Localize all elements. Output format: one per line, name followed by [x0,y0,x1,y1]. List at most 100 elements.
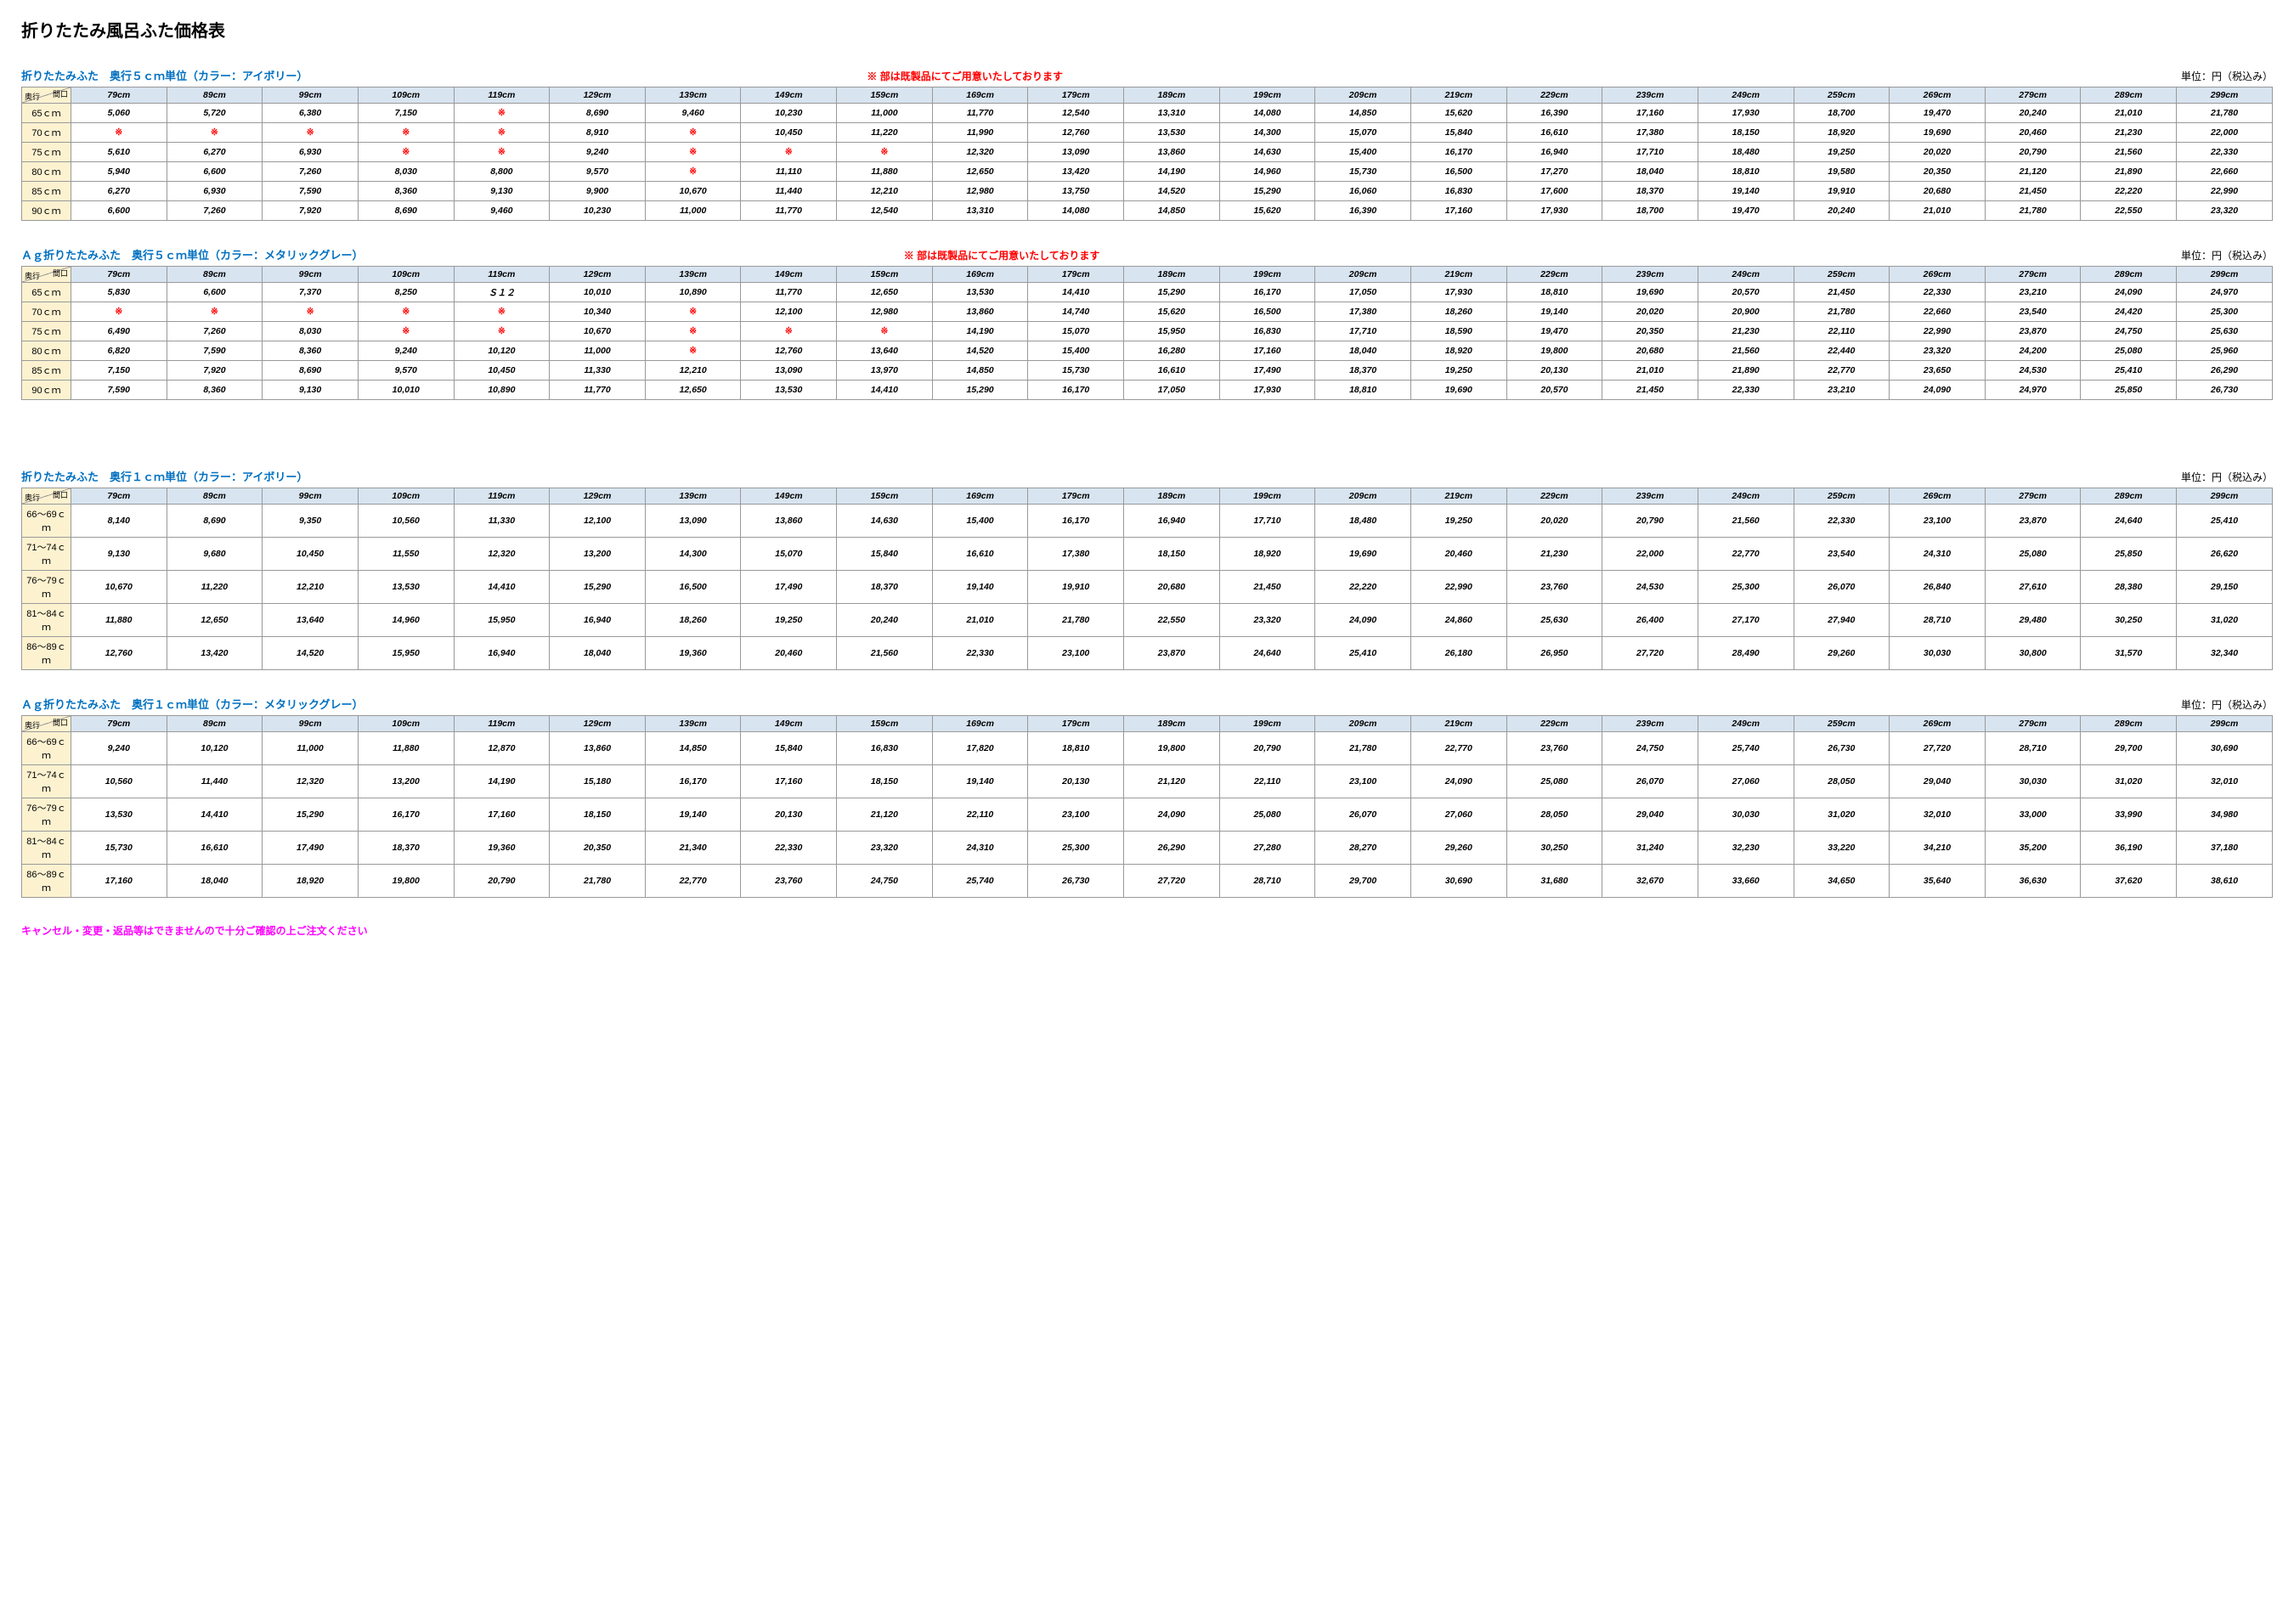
row-header: 80ｃｍ [22,341,71,361]
price-cell: 13,310 [1124,104,1220,123]
table-row: 75ｃｍ5,6106,2706,930※※9,240※※※12,32013,09… [22,143,2273,162]
price-cell: 31,680 [1506,865,1602,898]
col-header: 169cm [932,716,1028,732]
price-cell: ※ [167,302,263,322]
price-cell: 10,670 [645,182,741,201]
row-header: 70ｃｍ [22,123,71,143]
price-cell: 23,870 [1985,322,2081,341]
section-note: ※ 部は既製品にてご用意いたしております [904,248,1100,262]
price-cell: 25,850 [2081,381,2177,400]
price-cell: 7,590 [167,341,263,361]
price-cell: 20,020 [1602,302,1698,322]
price-cell: 17,490 [741,571,837,604]
price-cell: 21,890 [1698,361,1794,381]
price-cell: 16,610 [932,538,1028,571]
price-cell: 6,930 [167,182,263,201]
price-cell: 9,130 [71,538,167,571]
price-cell: 16,940 [550,604,646,637]
price-cell: ※ [645,162,741,182]
col-header: 169cm [932,488,1028,505]
col-header: 159cm [837,87,933,104]
price-cell: 11,880 [837,162,933,182]
price-cell: 20,240 [1985,104,2081,123]
price-cell: 15,620 [1124,302,1220,322]
price-cell: 21,120 [837,798,933,832]
price-cell: 11,770 [550,381,646,400]
price-cell: 32,670 [1602,865,1698,898]
price-cell: 15,290 [1124,283,1220,302]
price-cell: 12,650 [645,381,741,400]
price-cell: 20,570 [1698,283,1794,302]
col-header: 189cm [1124,87,1220,104]
price-cell: 14,960 [1219,162,1315,182]
col-header: 269cm [1890,716,1986,732]
price-cell: 22,330 [1890,283,1986,302]
price-cell: 22,440 [1794,341,1890,361]
price-cell: 15,840 [837,538,933,571]
col-header: 109cm [358,87,454,104]
price-cell: 8,360 [358,182,454,201]
price-cell: ※ [71,123,167,143]
table-row: 65ｃｍ5,0605,7206,3807,150※8,6909,46010,23… [22,104,2273,123]
price-cell: 10,670 [550,322,646,341]
price-cell: 31,240 [1602,832,1698,865]
price-cell: 12,760 [741,341,837,361]
price-cell: 22,330 [2177,143,2273,162]
price-cell: 6,820 [71,341,167,361]
price-cell: 21,230 [1506,538,1602,571]
price-cell: 25,740 [932,865,1028,898]
price-cell: 7,260 [167,201,263,221]
price-cell: 27,060 [1698,765,1794,798]
price-cell: 16,940 [1506,143,1602,162]
price-cell: 10,450 [454,361,550,381]
price-cell: 8,690 [358,201,454,221]
col-header: 109cm [358,488,454,505]
price-cell: 17,380 [1602,123,1698,143]
price-cell: 6,600 [71,201,167,221]
table-row: 66～69ｃｍ9,24010,12011,00011,88012,87013,8… [22,732,2273,765]
price-cell: 15,730 [1028,361,1124,381]
price-cell: 20,680 [1602,341,1698,361]
price-cell: 26,620 [2177,538,2273,571]
col-header: 239cm [1602,87,1698,104]
price-cell: 17,710 [1602,143,1698,162]
price-cell: 27,940 [1794,604,1890,637]
price-cell: 25,410 [1315,637,1411,670]
table-row: 76～79ｃｍ13,53014,41015,29016,17017,16018,… [22,798,2273,832]
price-cell: 18,810 [1028,732,1124,765]
price-table: 間口奥行79cm89cm99cm109cm119cm129cm139cm149c… [21,715,2273,898]
price-cell: 14,300 [645,538,741,571]
col-header: 269cm [1890,267,1986,283]
price-cell: 15,620 [1410,104,1506,123]
price-cell: 29,700 [2081,732,2177,765]
col-header: 279cm [1985,267,2081,283]
price-cell: ※ [454,104,550,123]
price-cell: 15,950 [358,637,454,670]
price-cell: 16,500 [1219,302,1315,322]
price-cell: 11,000 [550,341,646,361]
price-cell: 24,750 [1602,732,1698,765]
price-cell: 32,230 [1698,832,1794,865]
price-cell: 25,960 [2177,341,2273,361]
price-cell: 21,230 [1698,322,1794,341]
price-cell: 9,240 [358,341,454,361]
price-cell: 29,260 [1410,832,1506,865]
price-cell: 14,410 [837,381,933,400]
row-header: 76～79ｃｍ [22,798,71,832]
col-header: 189cm [1124,488,1220,505]
price-cell: 18,370 [358,832,454,865]
col-header: 179cm [1028,716,1124,732]
price-cell: 12,320 [454,538,550,571]
price-cell: 16,170 [1028,381,1124,400]
price-cell: 16,830 [837,732,933,765]
price-cell: 16,500 [645,571,741,604]
price-cell: 6,600 [167,162,263,182]
col-header: 79cm [71,267,167,283]
price-cell: 15,400 [1315,143,1411,162]
price-cell: 20,570 [1506,381,1602,400]
price-cell: 17,050 [1315,283,1411,302]
price-cell: 10,120 [167,732,263,765]
price-cell: 18,150 [550,798,646,832]
price-cell: 14,190 [454,765,550,798]
price-cell: 25,740 [1698,732,1794,765]
